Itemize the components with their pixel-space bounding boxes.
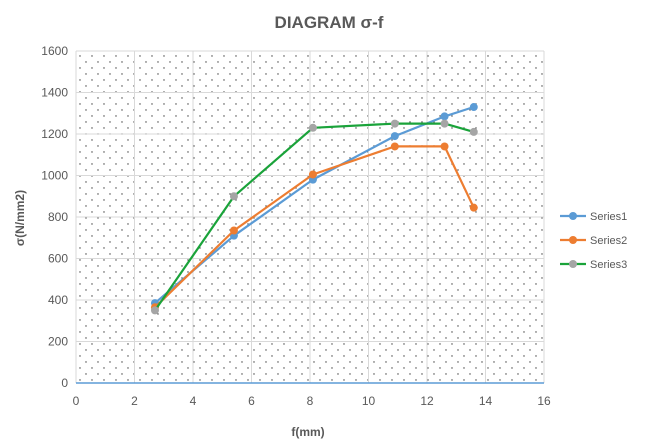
series-2 bbox=[150, 142, 478, 312]
x-tick-label: 14 bbox=[479, 394, 493, 408]
legend-marker bbox=[569, 236, 577, 244]
x-tick-label: 8 bbox=[307, 394, 314, 408]
x-tick-label: 0 bbox=[73, 394, 80, 408]
series-3-point bbox=[308, 123, 317, 132]
y-tick-label: 600 bbox=[48, 252, 68, 266]
y-tick-label: 1400 bbox=[41, 86, 68, 100]
series-2-line bbox=[154, 145, 475, 309]
x-axis-label: f(mm) bbox=[291, 425, 324, 439]
x-tick-label: 6 bbox=[248, 394, 255, 408]
series-1-point bbox=[440, 112, 449, 121]
y-tick-label: 200 bbox=[48, 335, 68, 349]
y-axis-label: σ(N/mm2) bbox=[13, 190, 27, 246]
y-axis-ticks: 0 200 400 600 800 1000 1200 1400 1600 bbox=[41, 44, 68, 390]
x-tick-label: 4 bbox=[190, 394, 197, 408]
y-tick-label: 1200 bbox=[41, 127, 68, 141]
legend: Series1 Series2 Series3 bbox=[560, 211, 627, 271]
series-3-line bbox=[154, 122, 475, 312]
legend-marker bbox=[569, 212, 577, 220]
series-3-point bbox=[150, 306, 159, 315]
legend-item-2: Series2 bbox=[560, 235, 627, 247]
series-1-line bbox=[154, 105, 475, 304]
y-tick-label: 0 bbox=[61, 376, 68, 390]
y-tick-label: 400 bbox=[48, 293, 68, 307]
series-3-point bbox=[469, 127, 478, 136]
series-group bbox=[150, 103, 478, 315]
series-2-point bbox=[469, 203, 478, 212]
series-2-point bbox=[440, 142, 449, 151]
series-2-point bbox=[390, 142, 399, 151]
y-tick-label: 1000 bbox=[41, 169, 68, 183]
series-2-point bbox=[308, 170, 317, 179]
series-3-point bbox=[440, 119, 449, 128]
x-axis-ticks: 0 2 4 6 8 10 12 14 16 bbox=[73, 394, 551, 408]
legend-marker bbox=[569, 260, 577, 268]
legend-label: Series3 bbox=[590, 259, 627, 271]
legend-item-1: Series1 bbox=[560, 211, 627, 223]
y-tick-label: 1600 bbox=[41, 44, 68, 58]
series-1-point bbox=[390, 132, 399, 141]
x-tick-label: 16 bbox=[537, 394, 551, 408]
series-3-point bbox=[229, 192, 238, 201]
chart-title: DIAGRAM σ-f bbox=[275, 13, 384, 32]
legend-item-3: Series3 bbox=[560, 259, 627, 271]
legend-label: Series1 bbox=[590, 211, 627, 223]
series-2-point bbox=[229, 226, 238, 235]
x-tick-label: 10 bbox=[362, 394, 376, 408]
x-tick-label: 12 bbox=[420, 394, 434, 408]
series-1-point bbox=[469, 103, 478, 112]
x-tick-label: 2 bbox=[131, 394, 138, 408]
y-tick-label: 800 bbox=[48, 210, 68, 224]
series-3-point bbox=[390, 119, 399, 128]
legend-label: Series2 bbox=[590, 235, 627, 247]
series-3 bbox=[150, 119, 478, 315]
